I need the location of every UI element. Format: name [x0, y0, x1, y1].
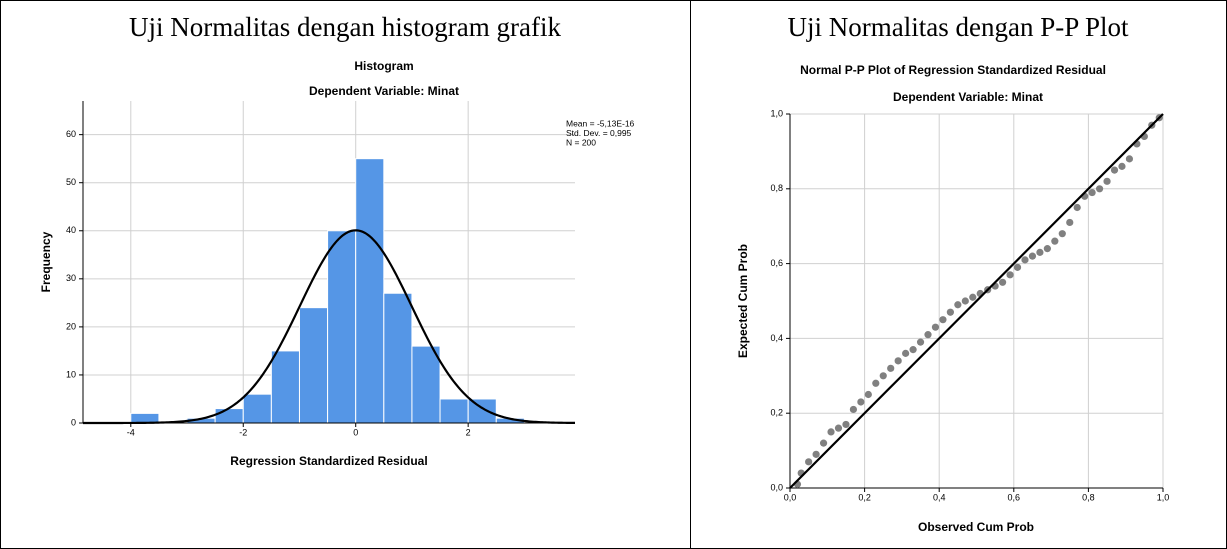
y-tick-label: 20 [66, 321, 76, 331]
x-axis-title: Regression Standardized Residual [230, 454, 427, 468]
point [805, 458, 813, 466]
point [1013, 263, 1022, 271]
point [1006, 271, 1014, 279]
y-axis-title: Frequency [39, 231, 53, 292]
x-tick-label: 1,0 [1157, 492, 1170, 502]
histogram-bar [242, 393, 272, 424]
histogram-bar [130, 412, 160, 424]
histogram-bar [298, 307, 329, 424]
point [1028, 252, 1037, 260]
x-axis-title: Observed Cum Prob [918, 520, 1034, 534]
x-tick-label: 0,6 [1008, 492, 1021, 502]
histogram-bar [270, 350, 300, 424]
point [1118, 162, 1126, 170]
point [969, 293, 977, 301]
point [1036, 248, 1044, 256]
point [916, 338, 925, 346]
x-tick-label: -4 [127, 427, 135, 437]
point [902, 349, 910, 357]
histogram-bar [383, 292, 413, 424]
point [827, 428, 835, 436]
chart-title: Histogram [354, 59, 413, 73]
x-tick-label: 0,8 [1082, 492, 1095, 502]
point [879, 372, 887, 380]
point [864, 390, 872, 399]
point [1125, 155, 1134, 163]
stat-label: Std. Dev. = 0,995 [566, 128, 632, 138]
caption: Uji Normalitas dengan histogram grafik [129, 12, 561, 42]
point [1058, 230, 1066, 238]
y-tick-label: 50 [66, 177, 76, 187]
chart-subtitle: Dependent Variable: Minat [893, 90, 1043, 104]
point [887, 364, 895, 372]
x-tick-label: 0,4 [933, 492, 946, 502]
reference-line [789, 113, 1164, 489]
y-tick-label: 40 [66, 225, 76, 235]
y-tick-label: 0 [71, 417, 76, 427]
point [834, 424, 843, 432]
point [1073, 203, 1081, 212]
histogram-bar [411, 345, 441, 424]
x-tick-label: 0,0 [784, 492, 797, 502]
normal-curve [83, 229, 576, 425]
point [1095, 185, 1104, 193]
stat-label: Mean = -5,13E-16 [566, 118, 635, 128]
y-tick-label: 0,4 [770, 333, 783, 343]
y-tick-label: 0,8 [770, 183, 783, 193]
point [819, 439, 828, 447]
point [954, 301, 962, 309]
y-tick-label: 60 [66, 129, 76, 139]
point [872, 379, 880, 387]
point [857, 398, 865, 406]
y-axis-title: Expected Cum Prob [736, 244, 750, 358]
chart-subtitle: Dependent Variable: Minat [309, 84, 459, 98]
point [1043, 245, 1051, 253]
point [1088, 188, 1096, 197]
stat-label: N = 200 [566, 137, 596, 147]
y-tick-label: 30 [66, 273, 76, 283]
point [842, 420, 850, 429]
point [1021, 256, 1029, 264]
point [849, 405, 858, 414]
point [909, 346, 917, 354]
histogram-bar [439, 398, 469, 424]
point [961, 297, 969, 305]
point [924, 331, 932, 339]
x-tick-label: 0 [353, 427, 358, 437]
point [939, 316, 947, 324]
y-tick-label: 1,0 [770, 108, 783, 118]
caption: Uji Normalitas dengan P-P Plot [788, 12, 1129, 42]
y-tick-label: 0,0 [770, 482, 783, 492]
point [1110, 166, 1119, 174]
x-tick-label: 0,2 [858, 492, 871, 502]
point [1066, 218, 1074, 227]
point [999, 278, 1007, 286]
point [1051, 237, 1059, 245]
histogram-bar [355, 158, 385, 424]
histogram-bar [467, 398, 497, 424]
histogram-bar [214, 408, 244, 424]
chart-title: Normal P-P Plot of Regression Standardiz… [800, 63, 1106, 77]
point [946, 308, 954, 316]
x-tick-label: -2 [239, 427, 247, 437]
point [931, 323, 940, 331]
point [812, 450, 820, 458]
point [1103, 177, 1111, 185]
point [894, 357, 902, 365]
histogram-bar [327, 230, 357, 424]
y-tick-label: 0,2 [770, 408, 783, 418]
y-tick-label: 10 [66, 369, 76, 379]
x-tick-label: 2 [466, 427, 471, 437]
y-tick-label: 0,6 [770, 258, 783, 268]
